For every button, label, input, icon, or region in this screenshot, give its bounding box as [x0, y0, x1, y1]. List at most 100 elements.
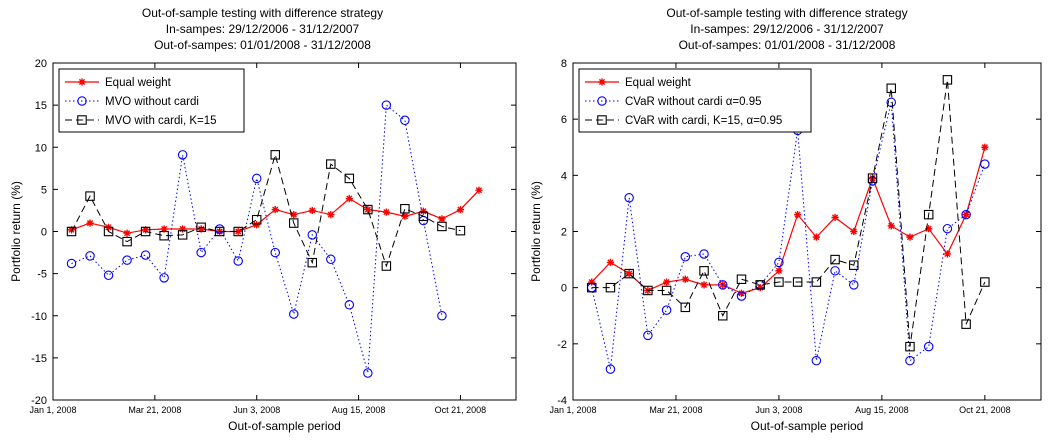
data-point	[159, 273, 169, 283]
data-point	[849, 280, 859, 290]
data-point	[456, 205, 465, 214]
data-point	[140, 226, 151, 237]
legend-marker	[597, 115, 607, 125]
data-point	[794, 211, 802, 219]
data-point	[719, 281, 727, 289]
data-point	[308, 206, 316, 215]
data-point	[606, 258, 615, 266]
chart-panel-right: Out-of-sample testing with difference st…	[525, 0, 1049, 440]
data-point	[962, 211, 970, 219]
data-point	[699, 266, 709, 276]
data-point	[455, 225, 466, 236]
data-point	[86, 219, 94, 227]
data-point	[307, 257, 318, 268]
chart-plot-area: -4 -2 0 2 4 6 8 Jan 1, 2008 Mar 21, 2008 Jun 3, 2…	[529, 58, 1042, 433]
chart-subtitle-in-sample: In-sampes: 29/12/2006 - 31/12/2007	[690, 22, 884, 36]
data-point	[326, 254, 336, 265]
data-point	[718, 280, 728, 290]
data-point	[290, 211, 298, 219]
x-tick-label: Aug 15, 2008	[855, 405, 909, 415]
data-point	[326, 159, 336, 169]
data-point	[233, 226, 243, 237]
data-point	[923, 209, 934, 220]
legend-label: CVaR without cardi α=0.95	[625, 96, 762, 108]
series-line	[71, 104, 443, 374]
x-tick-label: Jun 3, 2008	[755, 405, 802, 415]
legend-label: MVO without cardi	[105, 96, 199, 108]
data-point	[961, 209, 971, 220]
data-point	[381, 261, 392, 271]
series-line	[591, 102, 986, 370]
data-point	[160, 225, 168, 233]
data-point	[737, 289, 746, 297]
legend-label: Equal weight	[105, 77, 172, 89]
data-point	[85, 191, 95, 201]
series	[66, 100, 447, 378]
data-point	[122, 255, 132, 265]
chart-title: Out-of-sample testing with difference st…	[666, 6, 908, 20]
y-tick-label: 6	[561, 114, 567, 126]
data-point	[661, 305, 672, 315]
data-point	[197, 225, 205, 233]
data-point	[680, 302, 691, 313]
chart-subtitle-in-sample: In-sampes: 29/12/2006 - 31/12/2007	[165, 22, 360, 36]
data-point	[345, 195, 353, 203]
data-point	[923, 341, 934, 352]
y-tick-label: 4	[561, 170, 567, 182]
y-axis-label: Portfolio return (%)	[529, 181, 543, 282]
data-point	[681, 275, 689, 283]
data-point	[103, 226, 114, 237]
data-point	[588, 278, 596, 286]
data-point	[925, 225, 933, 233]
data-point	[980, 159, 990, 169]
data-point	[906, 233, 914, 241]
y-tick-label: 5	[41, 184, 47, 196]
data-point	[344, 173, 355, 184]
data-point	[400, 204, 410, 214]
x-tick-label: Jan 1, 2008	[549, 405, 596, 415]
data-point	[905, 341, 915, 352]
data-point	[437, 310, 447, 321]
x-tick-label: Mar 21, 2008	[649, 405, 702, 415]
data-point	[438, 215, 446, 223]
data-point	[887, 222, 895, 230]
legend: Equal weight MVO without cardi MVO with ca…	[58, 68, 245, 133]
legend-marker	[78, 78, 86, 86]
data-point	[327, 211, 335, 219]
data-point	[756, 284, 764, 292]
chart-panel-left: Out-of-sample testing with difference st…	[0, 5, 525, 433]
data-point	[140, 250, 151, 260]
series-line	[591, 79, 986, 347]
data-point	[586, 282, 597, 293]
data-point	[942, 75, 953, 85]
data-point	[123, 229, 131, 237]
series	[66, 150, 466, 271]
data-point	[812, 233, 820, 241]
chart-title: Out-of-sample testing with difference st…	[141, 6, 384, 20]
data-point	[179, 225, 187, 233]
chart-titles: Out-of-sample testing with difference st…	[0, 5, 525, 53]
data-point	[253, 221, 261, 229]
data-point	[755, 280, 765, 290]
y-tick-label: -20	[31, 395, 47, 407]
data-point	[980, 277, 990, 287]
y-tick-label: 0	[561, 283, 567, 295]
legend-marker	[77, 96, 87, 106]
data-point	[289, 218, 299, 228]
data-point	[661, 285, 672, 296]
y-tick-label: 8	[561, 58, 567, 70]
x-tick-label: Jan 1, 2008	[29, 405, 76, 415]
x-axis-label: Out-of-sample period	[228, 419, 341, 433]
data-point	[830, 254, 840, 265]
data-point	[381, 100, 392, 110]
data-point	[624, 268, 634, 279]
data-point	[643, 285, 653, 296]
data-point	[736, 274, 747, 284]
series-line	[591, 147, 986, 294]
data-point	[981, 143, 989, 151]
legend-label: Equal weight	[625, 77, 692, 89]
data-point	[475, 186, 483, 194]
data-point	[67, 226, 76, 234]
chart-titles: Out-of-sample testing with difference st…	[525, 5, 1049, 53]
data-point	[66, 226, 77, 237]
